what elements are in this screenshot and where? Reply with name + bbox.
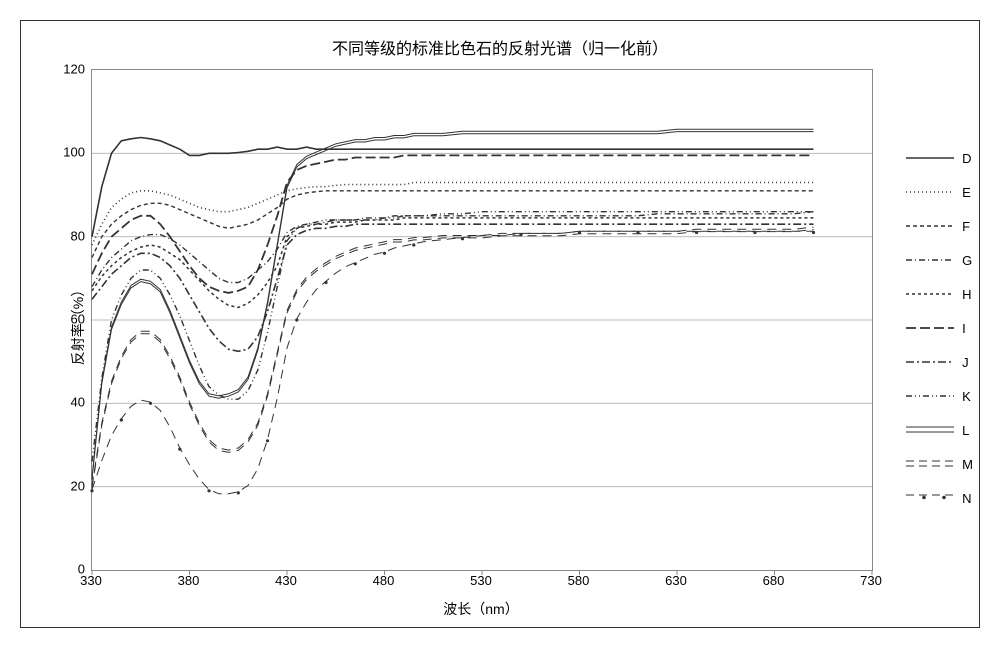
legend-swatch [906, 386, 954, 406]
legend-item-K: K [906, 379, 973, 413]
legend-item-I: I [906, 311, 973, 345]
y-tick-label: 100 [50, 145, 85, 160]
x-tick-label: 480 [373, 573, 395, 588]
legend-label: D [962, 151, 971, 166]
legend-label: N [962, 491, 971, 506]
legend-label: J [962, 355, 969, 370]
x-tick-label: 580 [568, 573, 590, 588]
legend-swatch [906, 182, 954, 202]
legend-swatch [906, 420, 954, 440]
legend-swatch [906, 250, 954, 270]
x-tick-label: 380 [178, 573, 200, 588]
x-tick-label: 330 [80, 573, 102, 588]
x-tick-label: 530 [470, 573, 492, 588]
y-tick-label: 20 [50, 478, 85, 493]
y-tick-label: 40 [50, 395, 85, 410]
x-axis-label: 波长（nm） [91, 599, 871, 619]
legend-swatch [906, 454, 954, 474]
legend-item-F: F [906, 209, 973, 243]
chart-title: 不同等级的标准比色石的反射光谱（归一化前） [21, 35, 979, 59]
legend-label: F [962, 219, 970, 234]
legend-swatch [906, 352, 954, 372]
y-tick-label: 80 [50, 228, 85, 243]
legend-swatch [906, 284, 954, 304]
legend-label: L [962, 423, 969, 438]
legend-swatch [906, 216, 954, 236]
series-svg [92, 70, 872, 570]
legend-label: M [962, 457, 973, 472]
legend-swatch [906, 488, 954, 508]
y-tick-label: 120 [50, 62, 85, 77]
legend-label: I [962, 321, 966, 336]
legend-label: K [962, 389, 971, 404]
legend-label: E [962, 185, 971, 200]
plot-area [91, 69, 873, 571]
legend-item-J: J [906, 345, 973, 379]
x-tick-label: 430 [275, 573, 297, 588]
legend-swatch [906, 318, 954, 338]
legend-item-L: L [906, 413, 973, 447]
legend-item-M: M [906, 447, 973, 481]
legend-swatch [906, 148, 954, 168]
x-tick-label: 730 [860, 573, 882, 588]
x-tick-label: 680 [763, 573, 785, 588]
legend-label: G [962, 253, 972, 268]
chart-container: 不同等级的标准比色石的反射光谱（归一化前） 反射率（%） 波长（nm） 0204… [20, 20, 980, 628]
legend-item-H: H [906, 277, 973, 311]
legend-label: H [962, 287, 971, 302]
legend-item-E: E [906, 175, 973, 209]
legend-item-D: D [906, 141, 973, 175]
legend: D E F G H I J K L M N [906, 141, 973, 515]
legend-item-G: G [906, 243, 973, 277]
y-tick-label: 60 [50, 312, 85, 327]
legend-item-N: N [906, 481, 973, 515]
x-tick-label: 630 [665, 573, 687, 588]
